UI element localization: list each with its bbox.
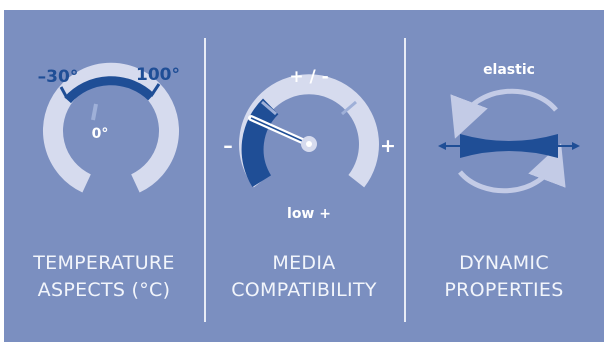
media-top-label: + / - (289, 67, 328, 87)
dynamic-right-arrow-head (572, 142, 580, 150)
dynamic-left-arrow-head (438, 142, 446, 150)
temperature-gauge-icon: –30° 100° 0° (38, 62, 180, 193)
temperature-gauge-ring (43, 62, 179, 193)
media-minus-label: – (223, 135, 233, 157)
dynamic-top-label: elastic (483, 62, 535, 78)
divider-1 (204, 38, 206, 322)
temperature-zero-label: 0° (92, 126, 109, 142)
temperature-max-marker (149, 83, 161, 97)
temperature-max-label: 100° (136, 65, 180, 85)
media-separator-left (261, 100, 277, 116)
temperature-min-marker (59, 86, 69, 99)
media-gauge-icon: + / - – + low + (223, 67, 396, 222)
dynamic-caption-line1: DYNAMIC (459, 252, 549, 274)
media-caption: MEDIA COMPATIBILITY (204, 250, 404, 304)
temperature-caption-line2: ASPECTS (°C) (37, 279, 171, 301)
media-plus-label: + (380, 135, 396, 157)
temperature-zero-marker (91, 103, 98, 121)
dynamic-upper-arrow (450, 88, 558, 139)
infographic-panel: –30° 100° 0° TEMPERATURE ASPECTS (°C) + … (4, 10, 604, 342)
temperature-range-band (64, 76, 155, 104)
media-caption-line1: MEDIA (272, 252, 336, 274)
dynamic-caption: DYNAMIC PROPERTIES (404, 250, 604, 304)
dynamic-lower-arrow (458, 143, 566, 194)
divider-2 (404, 38, 406, 322)
dynamic-section: elastic DYNAMIC PROPERTIES (404, 10, 604, 342)
dynamic-caption-line2: PROPERTIES (444, 279, 564, 301)
media-separator-right (341, 100, 357, 116)
media-negative-segment (241, 98, 279, 188)
temperature-min-label: –30° (38, 67, 79, 87)
temperature-caption-line1: TEMPERATURE (33, 252, 175, 274)
temperature-section: –30° 100° 0° TEMPERATURE ASPECTS (°C) (4, 10, 204, 342)
media-needle-core (250, 117, 310, 145)
temperature-caption: TEMPERATURE ASPECTS (°C) (4, 250, 204, 304)
media-section: + / - – + low + MEDIA COMPATIBILITY (204, 10, 404, 342)
dynamic-elastic-icon: elastic (438, 62, 580, 194)
dynamic-elastic-bar (460, 134, 558, 158)
media-gauge-ring (239, 74, 379, 188)
media-bottom-label: low + (287, 206, 331, 222)
media-caption-line2: COMPATIBILITY (231, 279, 377, 301)
